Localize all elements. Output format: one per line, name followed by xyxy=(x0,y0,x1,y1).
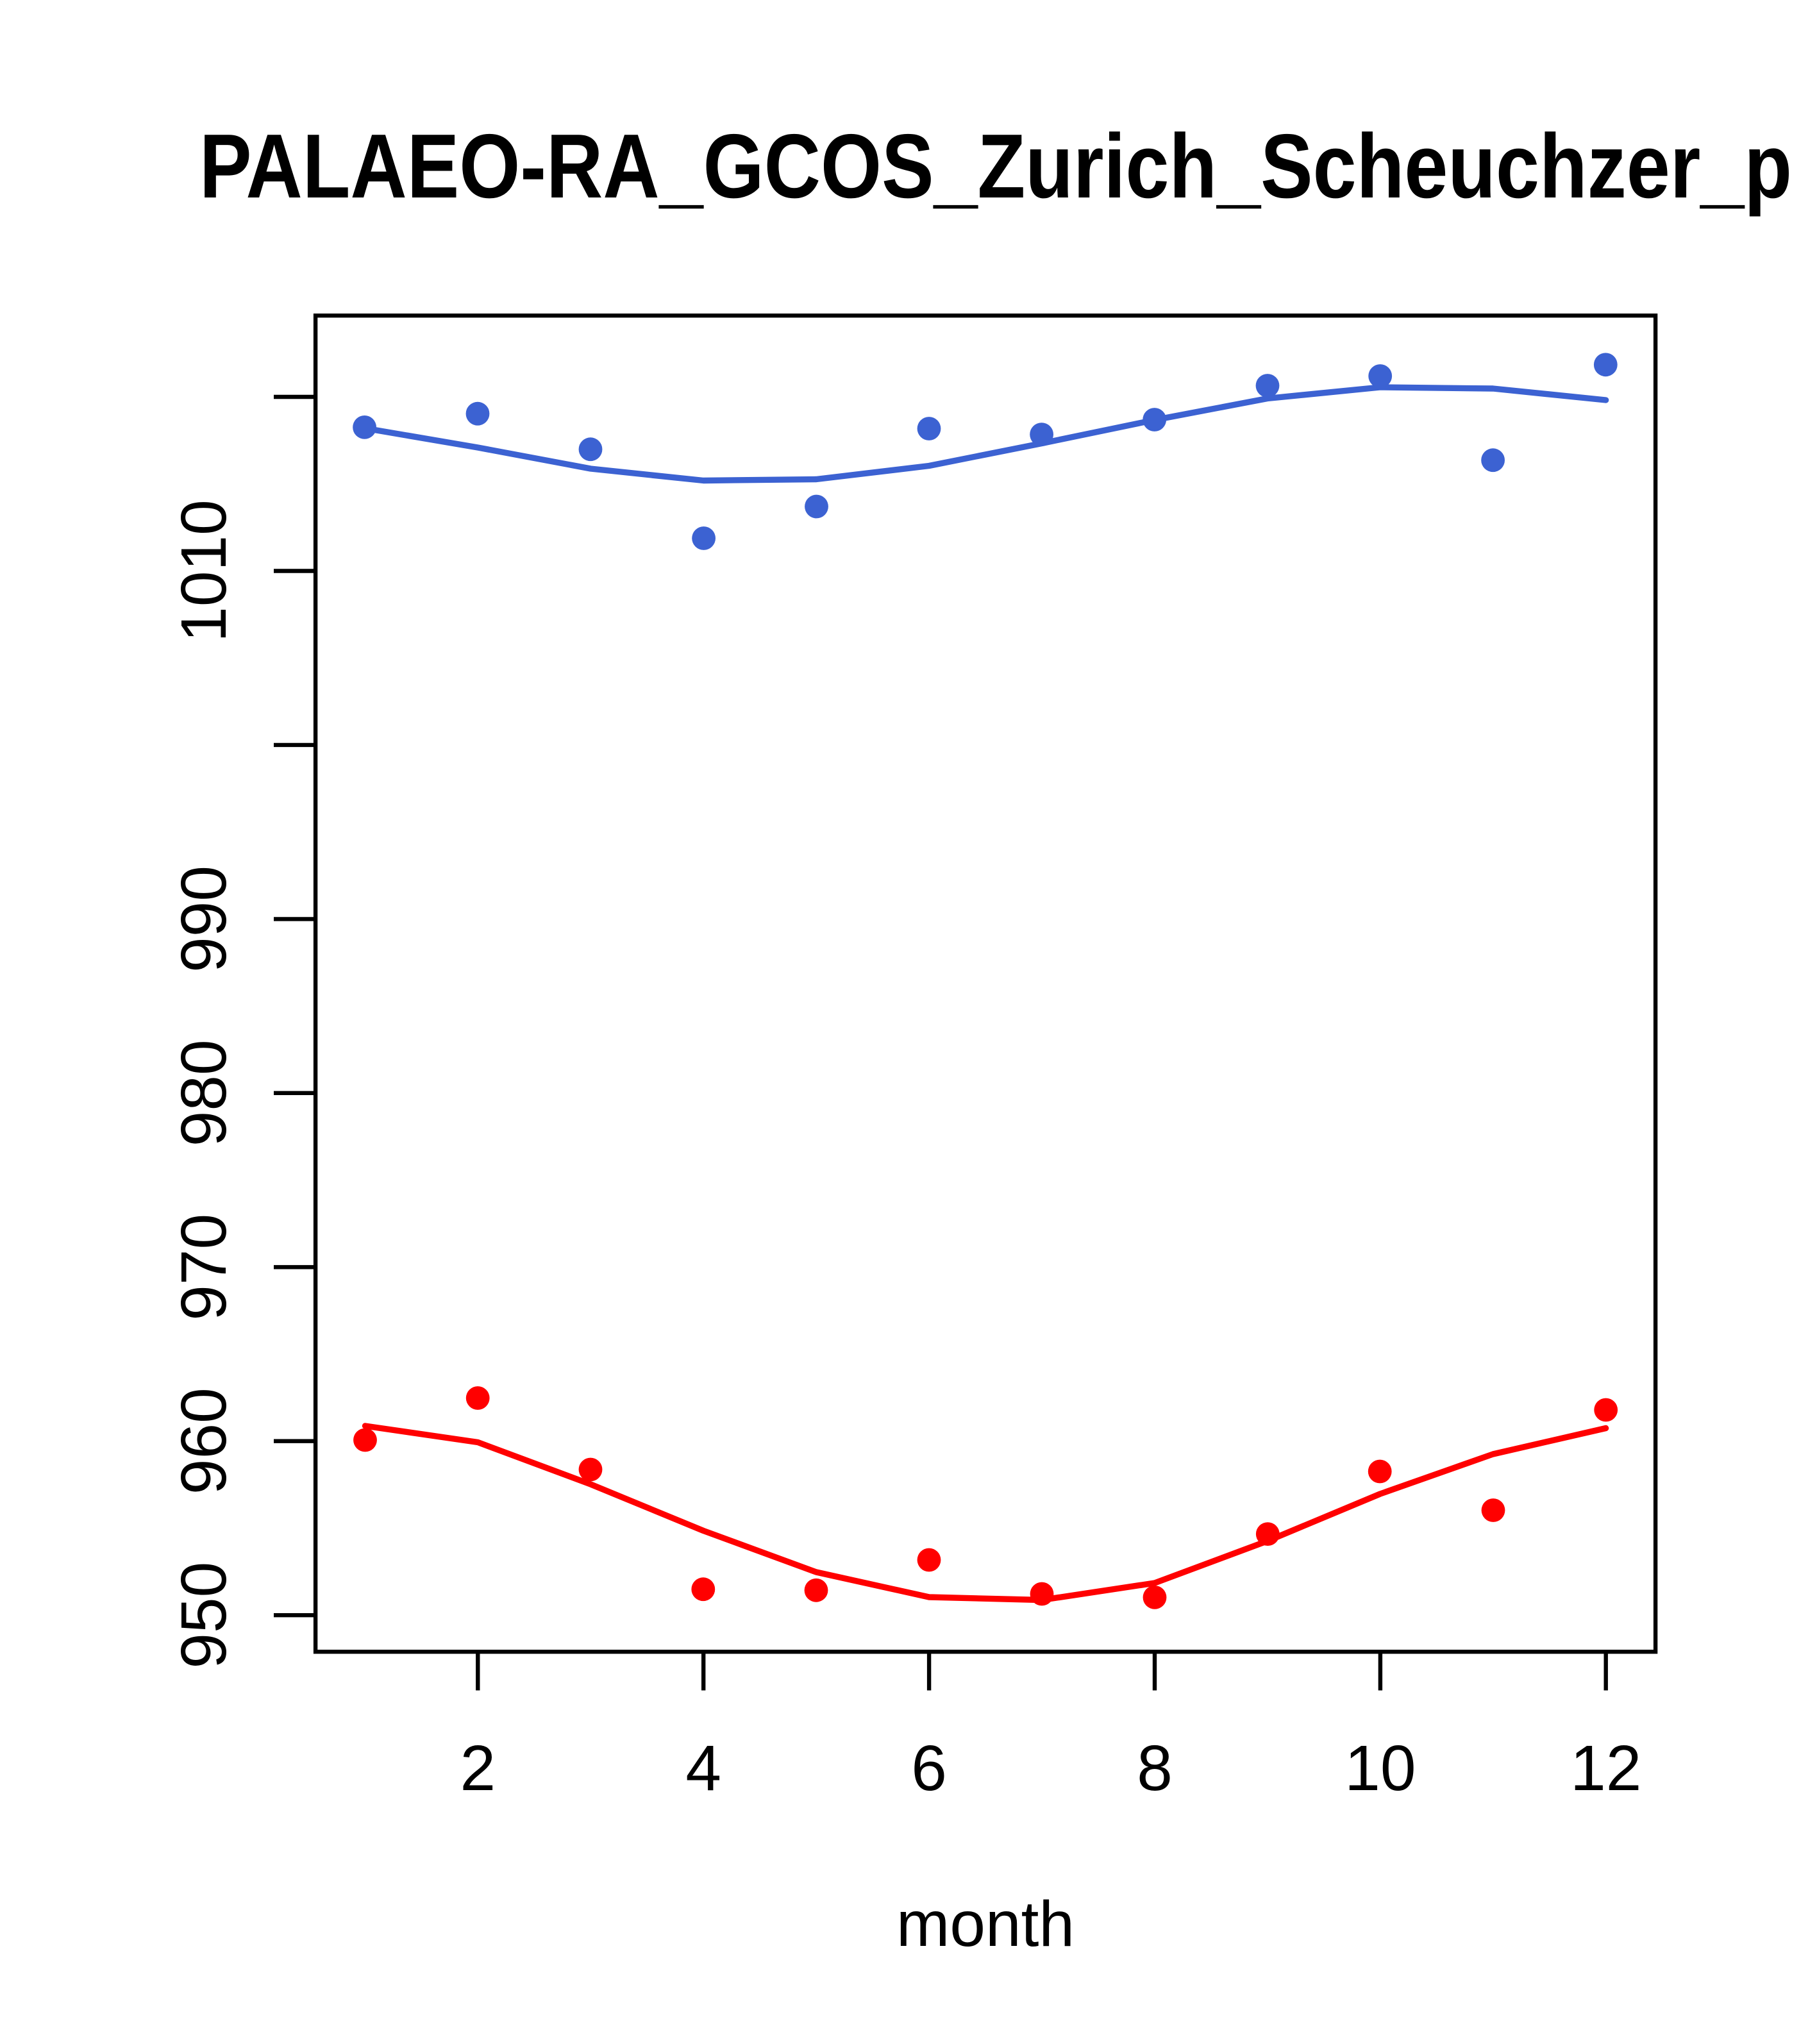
svg-text:970: 970 xyxy=(168,1214,240,1321)
svg-text:PALAEO-RA_GCOS_Zurich_Scheuchz: PALAEO-RA_GCOS_Zurich_Scheuchzer_p xyxy=(199,115,1792,217)
svg-text:2: 2 xyxy=(460,1732,496,1804)
svg-text:month: month xyxy=(896,1888,1075,1960)
svg-text:12: 12 xyxy=(1570,1732,1641,1804)
svg-text:990: 990 xyxy=(168,866,240,973)
svg-text:980: 980 xyxy=(168,1039,240,1146)
svg-text:960: 960 xyxy=(168,1387,240,1495)
svg-text:6: 6 xyxy=(911,1732,947,1804)
svg-text:950: 950 xyxy=(168,1562,240,1669)
svg-text:8: 8 xyxy=(1137,1732,1173,1804)
svg-text:10: 10 xyxy=(1344,1732,1416,1804)
svg-text:1010: 1010 xyxy=(168,499,240,642)
svg-text:4: 4 xyxy=(685,1732,721,1804)
